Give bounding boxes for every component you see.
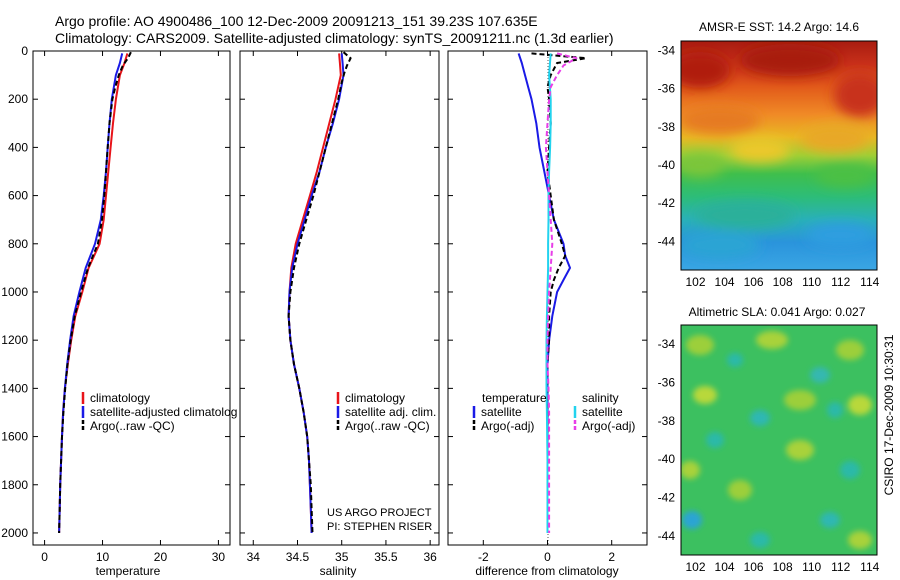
axis-ticks: 0 10 20 30020040060080010001200140016001800…	[1, 44, 879, 574]
map-x-tick-label: 102	[686, 560, 706, 574]
series-line-salinity-argo-adj	[544, 52, 578, 533]
timestamp: CSIRO 17-Dec-2009 10:30:31	[882, 334, 896, 495]
legend-label: Argo(..raw -QC)	[345, 419, 430, 433]
map-y-tick-label: -36	[658, 376, 676, 390]
x-tick-label: -2	[478, 550, 489, 564]
legend-label: satellite	[481, 405, 522, 419]
map-x-tick-label: 108	[773, 560, 793, 574]
map-x-tick-label: 104	[715, 560, 735, 574]
series-line-argo-raw-qc	[58, 51, 132, 534]
x-tick-label: 20	[154, 550, 168, 564]
y-tick-label: 400	[8, 140, 28, 154]
salinity-panel	[239, 50, 440, 546]
profile-lines	[58, 51, 587, 534]
map-x-tick-label: 114	[860, 275, 879, 289]
series-line-salinity-satellite	[545, 53, 552, 533]
map-x-tick-label: 110	[802, 275, 821, 289]
legend-header-temperature: temperature	[482, 391, 547, 405]
x-tick-label: 34	[247, 550, 261, 564]
x-tick-label: 36	[423, 550, 437, 564]
temperature-panel	[32, 50, 231, 546]
map-x-tick-label: 112	[831, 560, 850, 574]
sla-map-frame	[680, 324, 878, 556]
map-x-tick-label: 110	[802, 560, 821, 574]
x-tick-label: 30	[212, 550, 226, 564]
series-line-argo-raw-qc	[287, 51, 352, 534]
legend-label: satellite	[582, 405, 623, 419]
legend-label: Argo(..raw -QC)	[90, 419, 175, 433]
y-tick-label: 1000	[1, 285, 28, 299]
map-x-tick-label: 102	[686, 275, 706, 289]
map-y-tick-label: -40	[658, 452, 676, 466]
salinity-legend: climatology satellite adj. clim. Argo(..…	[336, 391, 436, 433]
pi-credit: PI: STEPHEN RISER	[327, 521, 432, 533]
map-y-tick-label: -42	[658, 491, 676, 505]
legend-label: Argo(-adj)	[481, 419, 534, 433]
y-tick-label: 1800	[1, 478, 28, 492]
project-credit: US ARGO PROJECT	[327, 507, 432, 519]
sst-map-image	[681, 41, 877, 270]
y-tick-label: 200	[8, 92, 28, 106]
sla-map-image	[681, 325, 877, 555]
temperature-legend: climatology satellite-adjusted climatolo…	[81, 391, 237, 433]
map-x-tick-label: 112	[831, 275, 850, 289]
legend-header-salinity: salinity	[582, 391, 619, 405]
salinity-xlabel: salinity	[320, 564, 357, 578]
map-y-tick-label: -36	[658, 82, 676, 96]
x-tick-label: 0	[41, 550, 48, 564]
map-y-tick-label: -44	[658, 234, 676, 248]
x-tick-label: 10	[96, 550, 110, 564]
map-y-tick-label: -34	[658, 337, 676, 351]
map-x-tick-label: 106	[744, 275, 764, 289]
map-x-tick-label: 108	[773, 275, 793, 289]
legend-label: climatology	[345, 391, 405, 405]
map-y-tick-label: -38	[658, 120, 676, 134]
x-tick-label: 35.5	[374, 550, 398, 564]
figure-subtitle: Climatology: CARS2009. Satellite-adjuste…	[55, 30, 614, 46]
y-tick-label: 1400	[1, 381, 28, 395]
legend-label: satellite adj. clim.	[345, 405, 436, 419]
map-y-tick-label: -40	[658, 158, 676, 172]
y-tick-label: 800	[8, 237, 28, 251]
y-tick-label: 1600	[1, 430, 28, 444]
figure-title: Argo profile: AO 4900486_100 12-Dec-2009…	[55, 13, 538, 29]
map-x-tick-label: 104	[715, 275, 735, 289]
sst-map-frame	[680, 40, 878, 271]
x-tick-label: 0	[544, 550, 551, 564]
sst-map-title: AMSR-E SST: 14.2 Argo: 14.6	[699, 20, 859, 34]
map-y-tick-label: -34	[658, 44, 676, 58]
map-y-tick-label: -38	[658, 414, 676, 428]
map-x-tick-label: 106	[744, 560, 764, 574]
y-tick-label: 600	[8, 189, 28, 203]
legend-label: Argo(-adj)	[582, 419, 635, 433]
difference-legend: temperature salinity satellite Argo(-adj…	[472, 391, 635, 433]
map-y-tick-label: -42	[658, 196, 676, 210]
map-y-tick-label: -44	[658, 529, 676, 543]
temperature-xlabel: temperature	[96, 564, 161, 578]
legend-label: climatology	[90, 391, 150, 405]
map-x-tick-label: 114	[860, 560, 879, 574]
y-tick-label: 2000	[1, 526, 28, 540]
y-tick-label: 0	[21, 44, 28, 58]
series-line-temperature-argo-adj	[531, 52, 587, 533]
x-tick-label: 34.5	[286, 550, 310, 564]
series-line-satellite-adjusted-climatology	[58, 53, 124, 534]
difference-xlabel: difference from climatology	[475, 564, 618, 578]
x-tick-label: 35	[335, 550, 349, 564]
x-tick-label: 2	[608, 550, 615, 564]
sla-map-title: Altimetric SLA: 0.041 Argo: 0.027	[689, 305, 866, 319]
y-tick-label: 1200	[1, 333, 28, 347]
legend-label: satellite-adjusted climatolog	[90, 405, 237, 419]
